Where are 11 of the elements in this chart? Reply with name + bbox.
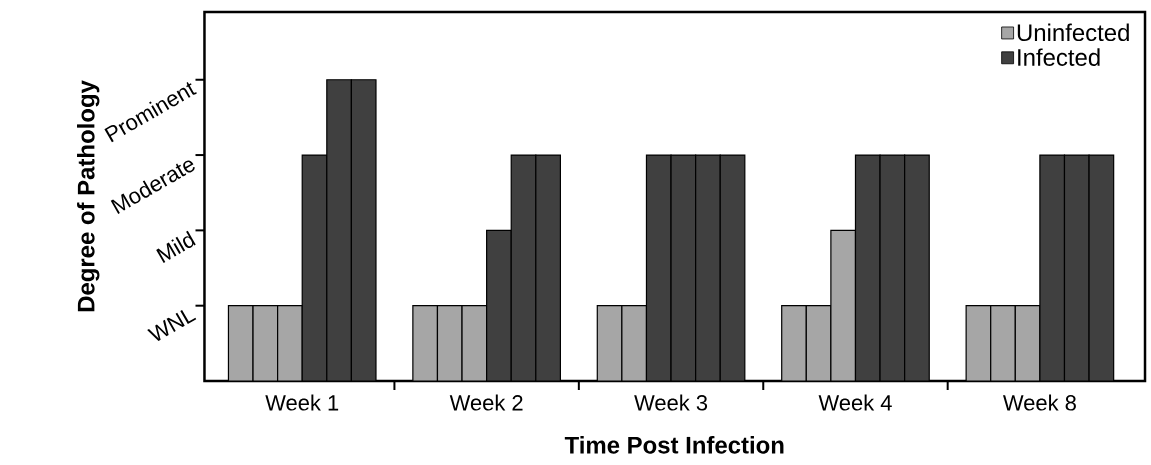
legend-label: Infected [1018,48,1100,67]
text: WNL [147,310,197,342]
x-tick-label: Week 4 [818,394,892,411]
legend-label: Uninfected [1017,23,1129,42]
text: Mild [156,230,196,264]
y-axis-title: Degree of Pathology [77,80,100,312]
x-axis-title: Time Post Infection [564,436,784,454]
x-tick-label: Week 8 [1002,394,1076,411]
x-tick-label: Week 3 [634,394,708,411]
x-tick-label: Week 2 [449,394,523,411]
x-tick-label: Week 1 [265,394,339,411]
